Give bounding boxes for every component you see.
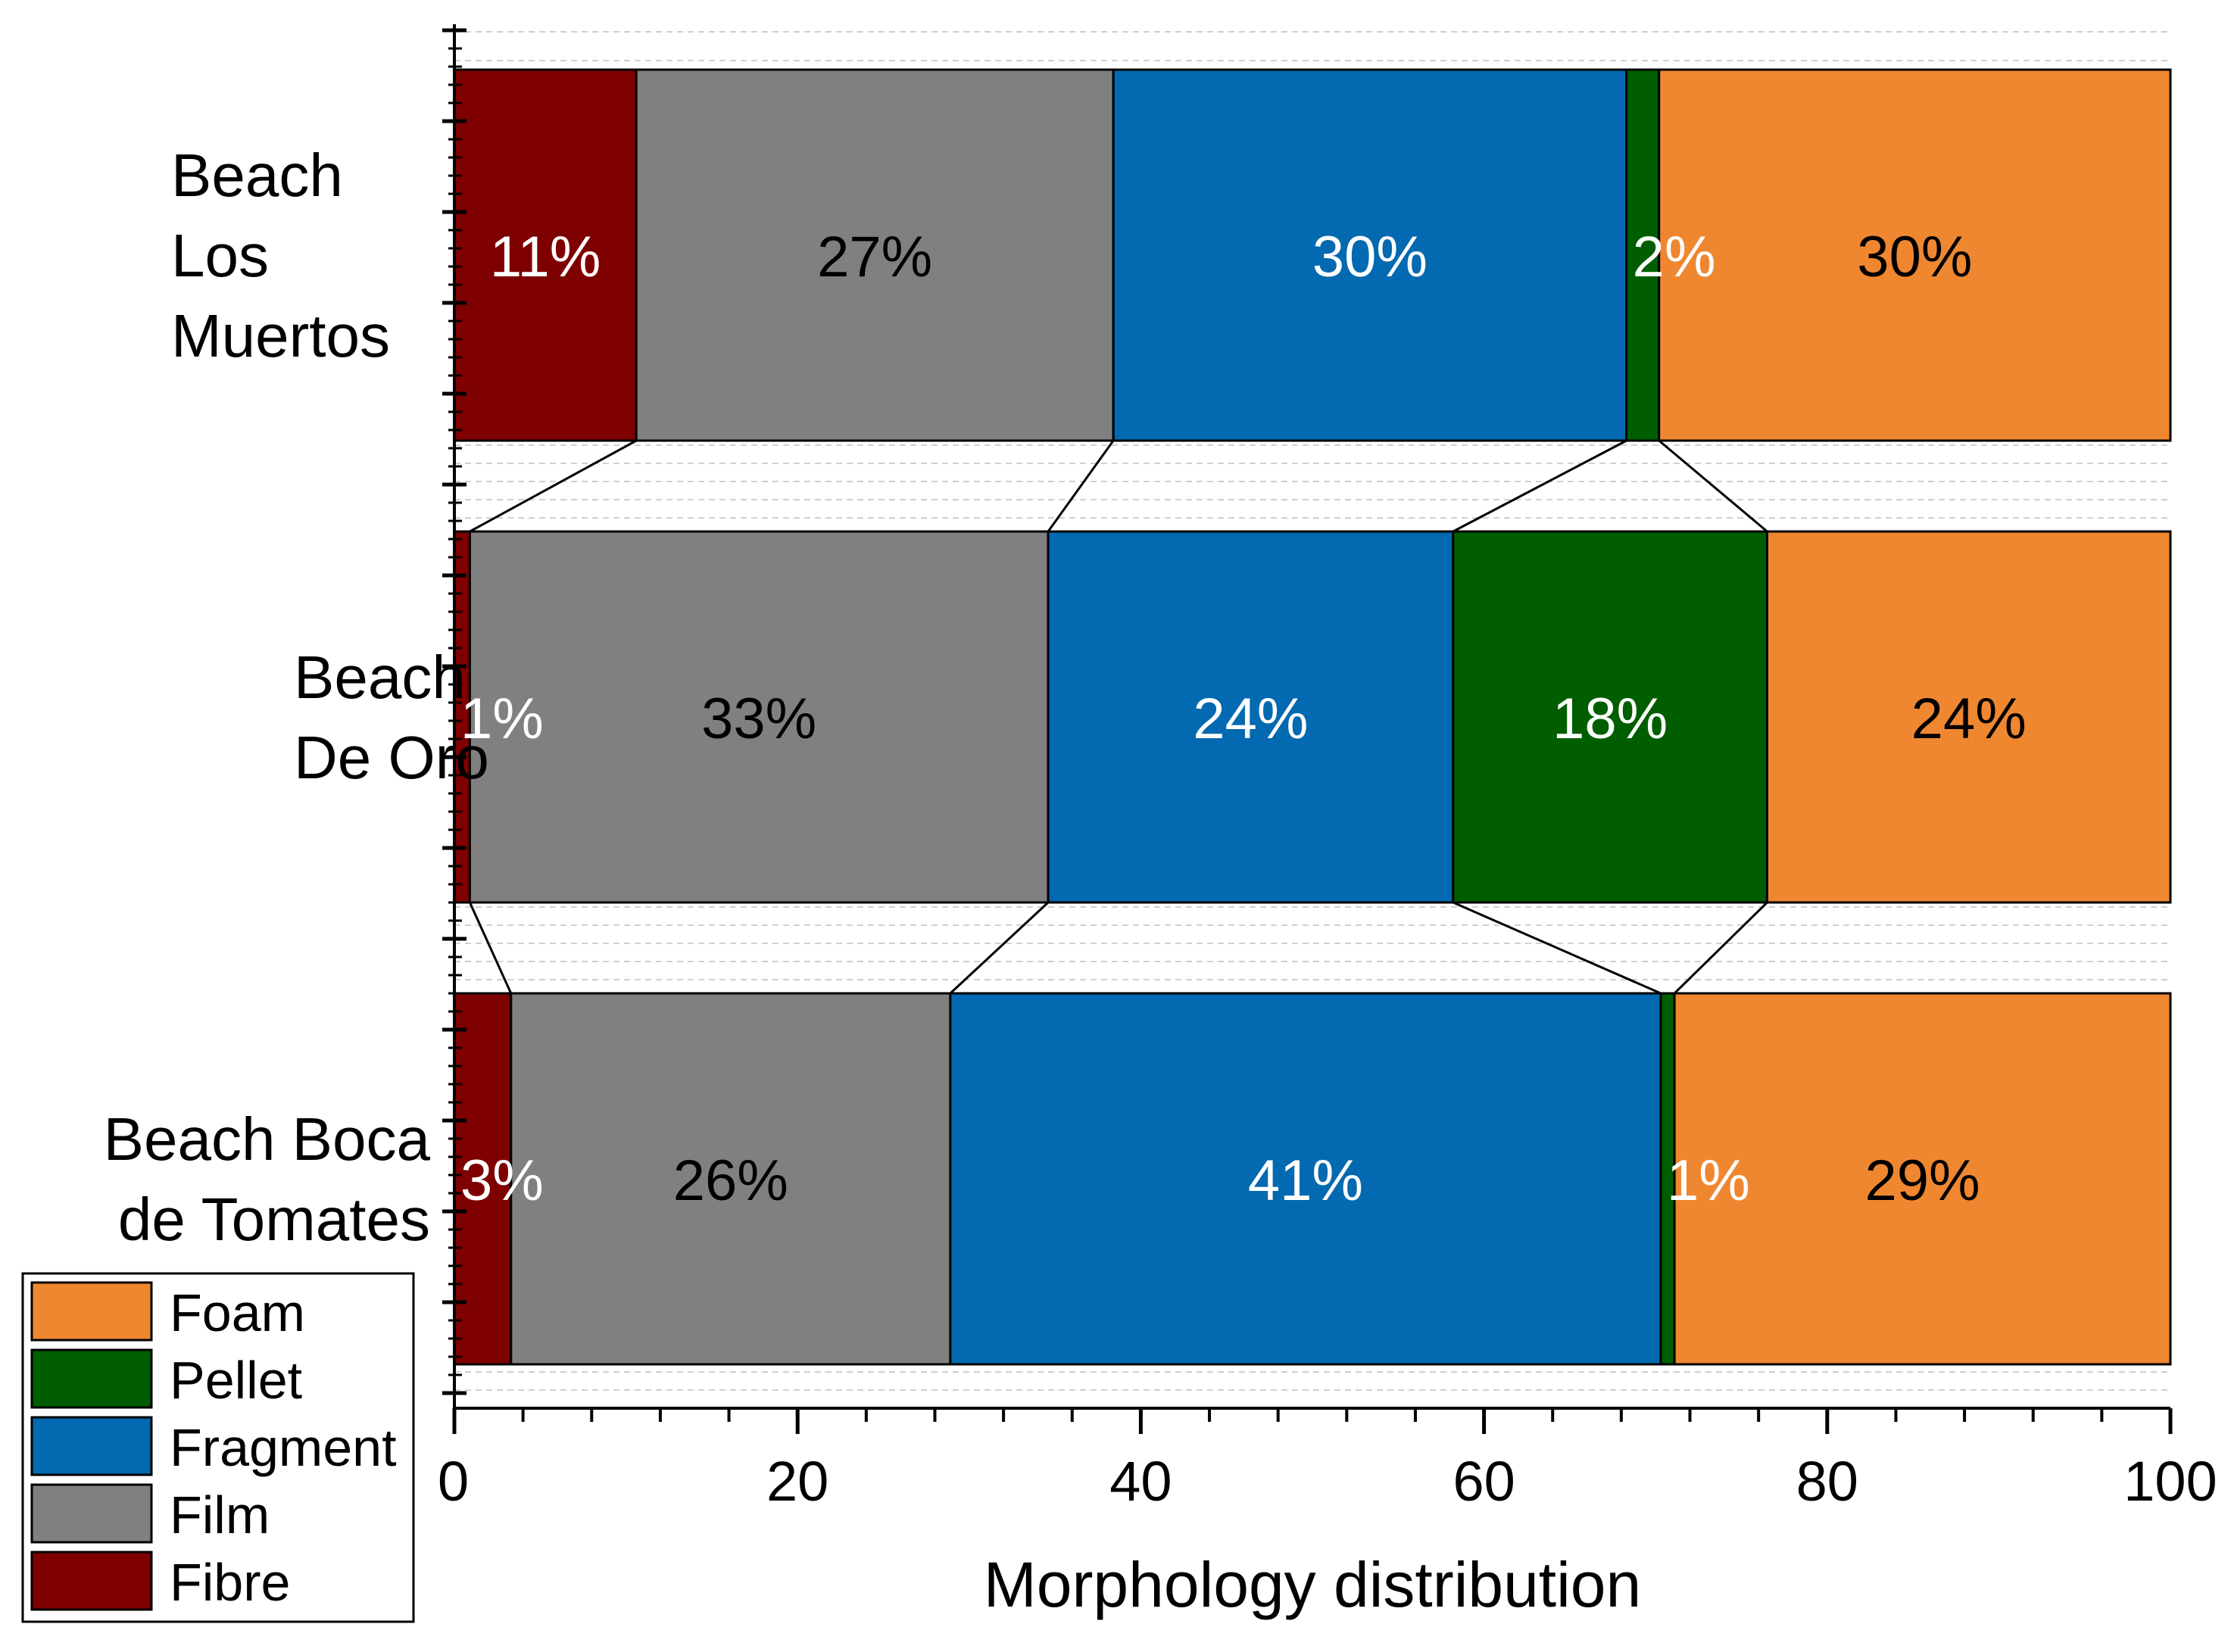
- x-tick-label: 20: [766, 1450, 828, 1513]
- data-label: 41%: [1248, 1149, 1363, 1213]
- category-label-line: Muertos: [171, 302, 390, 369]
- legend-label: Fibre: [170, 1553, 290, 1612]
- data-label: 24%: [1911, 687, 2027, 751]
- legend-swatch-pellet: [32, 1350, 151, 1407]
- legend-label: Film: [170, 1485, 270, 1544]
- x-tick-label: 0: [438, 1450, 469, 1513]
- data-label: 30%: [1857, 225, 1972, 289]
- data-label: 30%: [1312, 225, 1428, 289]
- legend: Foam Pellet Fragment Film Fibre: [23, 1273, 413, 1622]
- legend-swatch-film: [32, 1485, 151, 1542]
- x-tick-label: 100: [2123, 1450, 2217, 1513]
- category-label: Beach Los Muertos: [171, 142, 390, 369]
- stacked-bar-chart: 11% 27% 30% 2% 30%1% 33% 24% 18% 24%3% 26% 41% 1% 29…: [0, 0, 2231, 1652]
- category-label-line: Beach: [294, 644, 466, 711]
- category-label-line: Los: [171, 222, 269, 289]
- category-label-line: De Oro: [294, 724, 489, 791]
- data-label: 2%: [1633, 225, 1716, 289]
- category-labels: Beach Los Muertos Beach De Oro Beach Boca de T…: [104, 142, 489, 1253]
- data-label: 1%: [1667, 1149, 1750, 1213]
- category-label-line: de Tomates: [118, 1186, 430, 1253]
- legend-swatch-fibre: [32, 1552, 151, 1610]
- legend-swatch-fragment: [32, 1417, 151, 1475]
- data-label: 29%: [1865, 1149, 1980, 1213]
- data-label: 26%: [673, 1149, 788, 1213]
- category-label-line: Beach: [171, 142, 343, 209]
- category-label-line: Beach Boca: [104, 1105, 431, 1173]
- legend-label: Pellet: [170, 1351, 302, 1410]
- legend-swatch-foam: [32, 1283, 151, 1340]
- bar-segments: 11% 27% 30% 2% 30%1% 33% 24% 18% 24%3% 26% 41% 1% 29…: [454, 70, 2170, 1364]
- legend-label: Foam: [170, 1283, 305, 1342]
- data-label: 3%: [460, 1149, 544, 1213]
- category-label: Beach Boca de Tomates: [104, 1105, 431, 1253]
- x-axis-title: Morphology distribution: [984, 1549, 1641, 1620]
- x-tick-label: 80: [1796, 1450, 1858, 1513]
- x-tick-label: 40: [1109, 1450, 1172, 1513]
- legend-label: Fragment: [170, 1418, 397, 1477]
- x-tick-label: 60: [1452, 1450, 1515, 1513]
- data-label: 27%: [817, 225, 932, 289]
- data-label: 18%: [1552, 687, 1668, 751]
- data-label: 33%: [701, 687, 816, 751]
- data-label: 11%: [490, 225, 601, 289]
- data-label: 24%: [1193, 687, 1308, 751]
